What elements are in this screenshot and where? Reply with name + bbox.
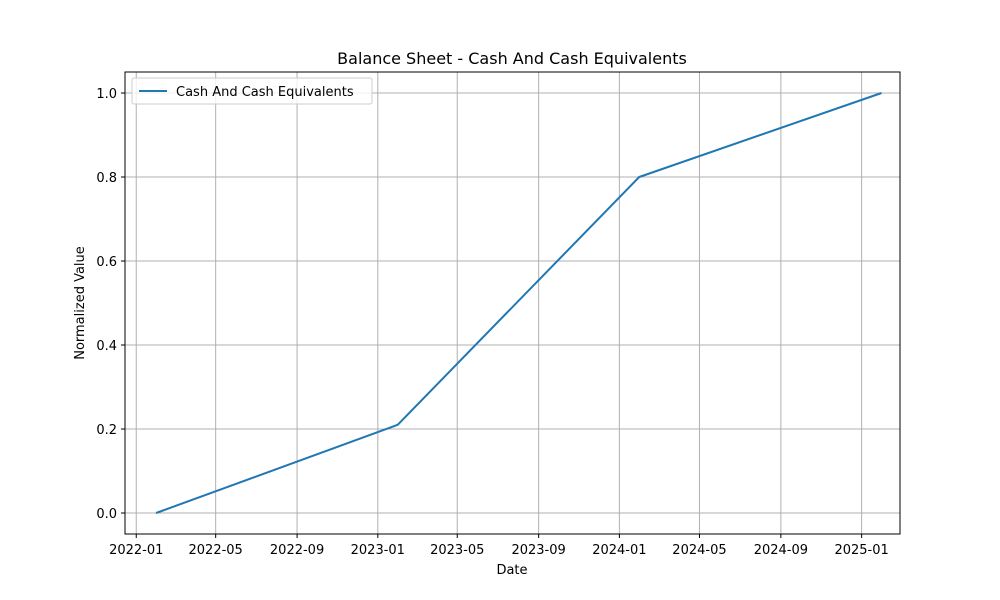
x-tick-label: 2024-05 xyxy=(672,543,726,558)
y-tick-label: 0.2 xyxy=(96,423,117,438)
chart-title: Balance Sheet - Cash And Cash Equivalent… xyxy=(337,49,687,68)
x-axis: 2022-01 2022-05 2022-09 2023-01 2023-05 2023-… xyxy=(109,534,889,558)
x-tick-label: 2023-09 xyxy=(511,543,565,558)
x-tick-label: 2025-01 xyxy=(834,543,888,558)
series-layer xyxy=(155,92,882,514)
y-tick-label: 0.0 xyxy=(96,507,117,522)
series-line xyxy=(155,92,882,514)
legend-box xyxy=(131,77,373,105)
x-tick-label: 2022-01 xyxy=(109,543,163,558)
x-tick-label: 2023-01 xyxy=(351,543,405,558)
y-tick-label: 1.0 xyxy=(96,87,117,102)
x-tick-label: 2022-05 xyxy=(189,543,243,558)
x-tick-label: 2023-05 xyxy=(430,543,484,558)
y-axis: 0.0 0.2 0.4 0.6 0.8 1.0 xyxy=(96,87,125,522)
y-tick-label: 0.6 xyxy=(96,255,117,270)
y-tick-label: 0.4 xyxy=(96,339,117,354)
legend-label: Cash And Cash Equivalents xyxy=(176,85,354,100)
x-tick-label: 2024-01 xyxy=(592,543,646,558)
y-tick-label: 0.8 xyxy=(96,171,117,186)
x-axis-label: Date xyxy=(496,563,527,578)
y-axis-label: Normalized Value xyxy=(73,246,88,360)
plot-frame xyxy=(124,71,901,535)
x-tick-label: 2022-09 xyxy=(270,543,324,558)
x-tick-label: 2024-09 xyxy=(754,543,808,558)
legend: Cash And Cash Equivalents xyxy=(131,77,373,105)
